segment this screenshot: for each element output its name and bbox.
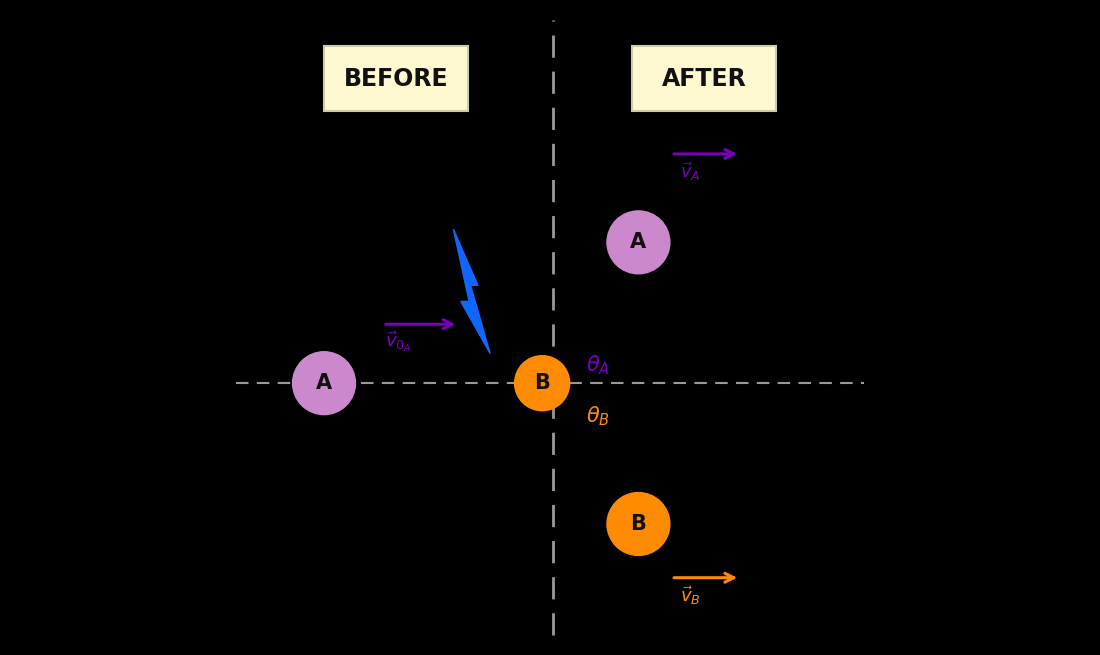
Text: $\vec{v}_{0_A}$: $\vec{v}_{0_A}$ [385,329,411,354]
Text: $\theta_B$: $\theta_B$ [586,404,609,428]
Circle shape [515,356,570,411]
Text: B: B [630,514,647,534]
Circle shape [293,352,355,415]
FancyBboxPatch shape [324,46,469,111]
Text: AFTER: AFTER [661,67,746,90]
Text: B: B [535,373,550,393]
Text: BEFORE: BEFORE [344,67,449,90]
FancyBboxPatch shape [631,46,776,111]
Text: $\vec{v}_B$: $\vec{v}_B$ [680,584,701,607]
Circle shape [607,211,670,274]
Text: A: A [630,233,647,252]
Polygon shape [453,229,491,354]
Text: $\vec{v}_A$: $\vec{v}_A$ [680,160,701,183]
Circle shape [607,493,670,555]
Text: A: A [316,373,332,393]
Text: $\theta_A$: $\theta_A$ [586,354,609,377]
